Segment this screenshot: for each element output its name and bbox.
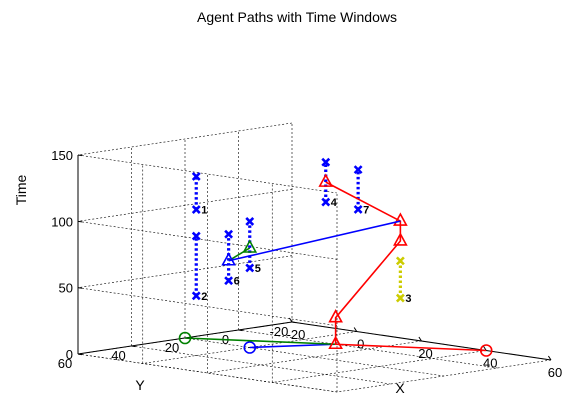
window-end-cross-3 <box>395 256 405 266</box>
z-tick-label: 0 <box>66 347 73 362</box>
path-agent-blue <box>249 343 336 349</box>
path-agent-green <box>184 337 336 346</box>
x-tick-mark <box>353 327 358 332</box>
window-end-cross-7 <box>353 165 363 175</box>
cross-stroke <box>191 171 201 181</box>
cross-stroke <box>224 229 234 239</box>
circle-marker <box>479 344 493 357</box>
x-axis-label: X <box>395 380 405 396</box>
z-tick-label: 150 <box>51 148 73 163</box>
z-tick-label: 50 <box>59 281 73 296</box>
path-marker-agent-red <box>393 212 408 226</box>
triangle-marker <box>393 232 408 246</box>
triangle-marker <box>242 239 258 253</box>
path-marker-agent-blue <box>243 341 257 354</box>
window-end-cross-1 <box>191 171 201 181</box>
waypoint-label-2: 2 <box>201 291 207 303</box>
grid-wallx-horiz <box>77 122 293 156</box>
x-tick-label: 40 <box>483 356 497 371</box>
y-tick-label: -20 <box>270 324 289 339</box>
path-marker-agent-red <box>479 344 493 357</box>
circle-marker <box>178 331 192 345</box>
path-marker-agent-blue-upper <box>221 252 236 266</box>
window-start-cross-2 <box>191 291 201 301</box>
z-tick-mark <box>77 220 83 223</box>
cross-stroke <box>353 205 363 214</box>
cross-stroke <box>353 165 363 175</box>
cross-stroke <box>224 276 234 286</box>
window-start-cross-1 <box>191 205 201 214</box>
grid-layer <box>77 122 552 393</box>
y-tick-label: 60 <box>58 356 72 371</box>
waypoint-label-3: 3 <box>405 293 411 305</box>
window-start-cross-4 <box>321 197 331 207</box>
z-axis-label: Time <box>13 174 29 205</box>
cross-stroke <box>395 293 405 303</box>
z-tick-mark <box>77 353 83 356</box>
y-tick-label: 20 <box>165 340 179 355</box>
path-marker-agent-red <box>328 335 343 350</box>
data-layer: 1 2 3 4 5 6 7 <box>178 157 493 357</box>
y-tick-mark <box>131 345 136 348</box>
cross-stroke <box>245 217 255 226</box>
cross-stroke <box>191 291 201 301</box>
window-start-cross-6 <box>224 276 234 286</box>
waypoint-label-6: 6 <box>234 276 240 288</box>
cross-stroke <box>321 197 331 207</box>
grid-wallx-horiz <box>77 189 293 222</box>
cross-stroke <box>191 231 201 241</box>
cross-stroke <box>245 263 255 273</box>
y-tick-mark <box>238 329 243 332</box>
x-tick-label: 0 <box>357 337 364 352</box>
triangle-marker <box>221 252 236 266</box>
path-marker-agent-red <box>393 232 408 246</box>
path-agent-blue-upper <box>228 220 401 262</box>
cross-stroke <box>191 205 201 214</box>
x-tick-label: -20 <box>287 327 306 342</box>
waypoint-label-7: 7 <box>363 204 369 216</box>
window-start-cross-7 <box>353 205 363 214</box>
waypoint-label-1: 1 <box>201 205 207 217</box>
window-end-cross-2 <box>191 231 201 241</box>
x-tick-label: 60 <box>548 365 562 380</box>
z-tick-label: 100 <box>51 214 73 229</box>
z-tick-mark <box>77 154 83 157</box>
waypoint-label-4: 4 <box>331 197 338 209</box>
triangle-marker <box>393 212 408 226</box>
z-tick-mark <box>77 287 83 289</box>
path-marker-agent-red <box>328 309 343 323</box>
x-tick-mark <box>547 355 552 361</box>
y-tick-mark <box>291 321 297 324</box>
path-marker-agent-red <box>318 173 334 187</box>
x-tick-mark <box>288 317 293 323</box>
x-tick-mark <box>418 336 422 342</box>
path-agent-red <box>325 181 487 352</box>
grid-wallx-horiz <box>77 255 293 288</box>
x-tick-label: 20 <box>418 346 432 361</box>
window-end-cross-5 <box>245 217 255 226</box>
triangle-marker <box>328 309 343 323</box>
y-tick-label: 40 <box>111 348 125 363</box>
triangle-marker <box>318 173 334 187</box>
window-start-cross-3 <box>395 293 405 303</box>
window-end-cross-6 <box>224 229 234 239</box>
window-start-cross-5 <box>245 263 255 273</box>
chart-title: Agent Paths with Time Windows <box>197 9 397 25</box>
y-axis-label: Y <box>135 377 145 393</box>
cross-stroke <box>395 256 405 266</box>
path-marker-agent-green <box>178 331 192 345</box>
triangle-marker <box>328 335 343 350</box>
waypoint-label-5: 5 <box>255 263 261 275</box>
cross-stroke <box>321 157 331 167</box>
window-end-cross-4 <box>321 157 331 167</box>
circle-marker <box>243 341 257 354</box>
path-marker-agent-green-upper <box>242 239 258 253</box>
